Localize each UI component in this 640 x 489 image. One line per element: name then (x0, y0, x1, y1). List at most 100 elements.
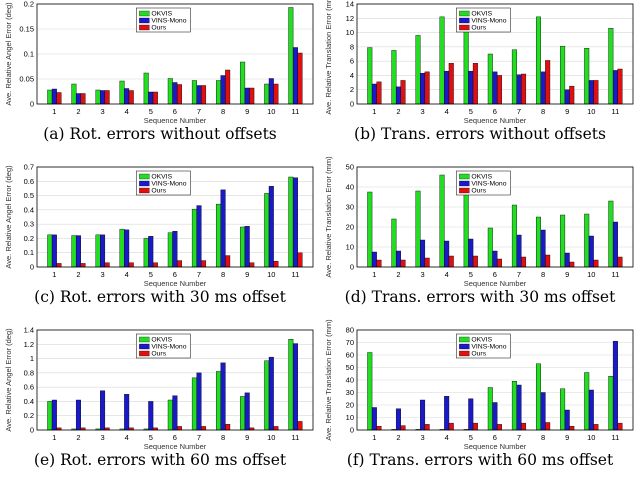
x-tick-label: 3 (100, 433, 104, 442)
bar (376, 81, 382, 105)
y-tick-label: 30 (346, 388, 354, 397)
legend-swatch (139, 350, 150, 357)
legend-swatch (139, 336, 150, 343)
bar (415, 190, 421, 268)
bar (220, 75, 226, 105)
legend-label: Ours (151, 188, 166, 195)
x-tick-label: 4 (445, 270, 449, 279)
y-tick-label: 0.2 (24, 0, 34, 9)
bar (371, 83, 377, 105)
caption-c: (c) Rot. errors with 30 ms offset (34, 288, 286, 306)
bar (468, 398, 474, 431)
x-tick-label: 9 (565, 107, 569, 116)
x-tick-label: 11 (292, 107, 300, 116)
x-tick-label: 10 (267, 107, 275, 116)
bar (71, 235, 77, 268)
bar (240, 396, 246, 431)
x-tick-label: 4 (125, 107, 129, 116)
x-tick-label: 10 (267, 270, 275, 279)
legend-swatch (459, 350, 470, 357)
y-tick-label: 50 (346, 163, 354, 172)
bar (521, 422, 527, 431)
x-tick-label: 9 (565, 433, 569, 442)
bar (492, 71, 498, 105)
bar (264, 83, 270, 105)
bar (496, 258, 502, 268)
plot-frame (356, 329, 634, 431)
legend-swatch (139, 24, 150, 31)
y-tick-label: 0.8 (24, 368, 34, 377)
bar (617, 422, 623, 431)
y-tick-label: 14 (346, 0, 354, 9)
bar (216, 371, 221, 431)
bar (444, 70, 450, 105)
bar (511, 381, 517, 431)
bar (545, 422, 551, 431)
x-tick-label: 7 (197, 433, 201, 442)
x-tick-label: 9 (245, 433, 249, 442)
legend-swatch (139, 10, 150, 17)
bar (220, 362, 226, 431)
bar (564, 409, 570, 431)
bar (244, 87, 250, 105)
y-tick-label: 2 (350, 85, 354, 94)
bar (273, 426, 279, 431)
bar (51, 399, 57, 431)
legend-swatch (459, 17, 470, 24)
bar (80, 93, 86, 105)
bar (468, 238, 474, 268)
y-tick-label: 40 (346, 183, 354, 192)
y-tick-label: 0.1 (24, 248, 34, 257)
legend-swatch (139, 343, 150, 350)
y-axis-label: Ave. Relative Translation Error (mm) (324, 319, 333, 441)
bar (593, 424, 599, 431)
bar (95, 234, 101, 268)
bar (420, 239, 426, 268)
caption-f: (f) Trans. errors with 60 ms offset (346, 451, 614, 469)
caption-d: (d) Trans. errors with 30 ms offset (344, 288, 616, 306)
bar (167, 232, 173, 268)
bar (148, 401, 154, 431)
y-tick-label: 0 (30, 426, 34, 435)
legend-swatch (459, 343, 470, 350)
plot-frame (356, 166, 634, 268)
bar (56, 92, 62, 105)
x-tick-label: 11 (612, 107, 620, 116)
bar (119, 80, 125, 105)
y-axis-label: Ave. Relative Angel Error (deg) (4, 2, 13, 106)
y-tick-label: 20 (346, 401, 354, 410)
legend-swatch (139, 180, 150, 187)
legend-label: Ours (471, 25, 486, 32)
bar (225, 69, 231, 105)
legend-swatch (459, 10, 470, 17)
bar (100, 90, 106, 105)
bar (152, 91, 158, 105)
bar (424, 424, 430, 431)
bar (47, 89, 53, 105)
bar (143, 72, 149, 105)
x-axis-label: Sequence Number (464, 442, 527, 451)
bar (444, 396, 450, 431)
y-axis-label: Ave. Relative Translation Error (mm) (324, 156, 333, 278)
legend-label: VINS-Mono (151, 344, 186, 351)
bar (588, 389, 594, 431)
bar (584, 213, 590, 268)
bar (297, 252, 303, 268)
bar (560, 388, 566, 431)
bar (424, 257, 430, 268)
bar (288, 339, 294, 431)
bar (124, 88, 130, 105)
bar (148, 236, 154, 268)
bar (608, 200, 614, 268)
bar (472, 63, 478, 105)
bar (516, 384, 522, 431)
legend-label: OKVIS (151, 11, 172, 18)
chart-f-svg: 0 10 20 30 40 50 60 70 80 1 2 3 4 5 6 7 8 9 10 11 Sequence N… (324, 319, 634, 451)
bar (560, 45, 566, 105)
y-tick-label: 0 (350, 426, 354, 435)
bar (472, 422, 478, 431)
bar (225, 424, 231, 431)
x-tick-label: 5 (149, 433, 153, 442)
x-tick-label: 11 (612, 433, 620, 442)
bar (196, 205, 202, 268)
